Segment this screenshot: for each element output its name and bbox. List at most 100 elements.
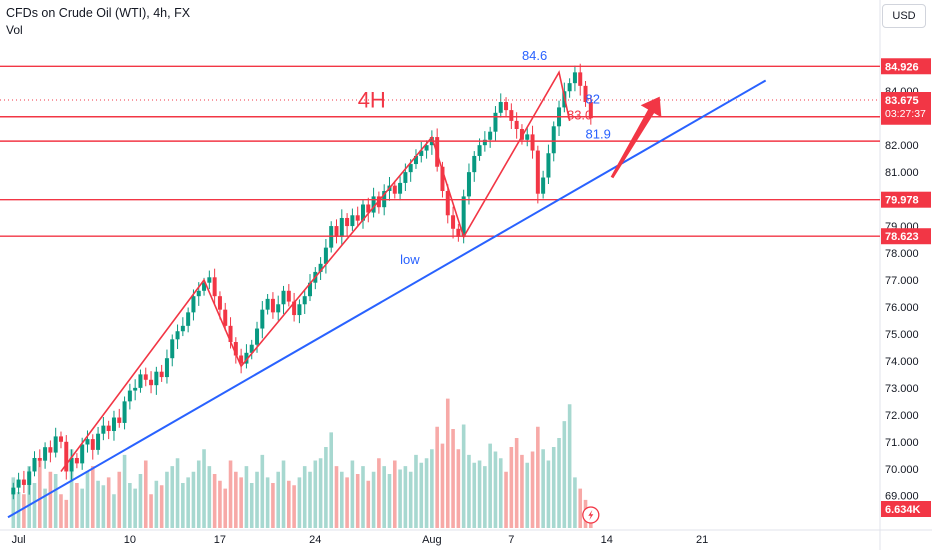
candle-body xyxy=(58,436,63,442)
chart-annotation[interactable]: 84.6 xyxy=(522,48,547,63)
candle-body xyxy=(276,304,281,313)
y-tick-label: 77.000 xyxy=(885,275,919,287)
volume-bar xyxy=(551,447,556,528)
candle-body xyxy=(228,325,233,343)
volume-bar xyxy=(377,458,381,528)
candle-body xyxy=(360,204,365,221)
volume-bar xyxy=(244,466,249,528)
trend-line[interactable] xyxy=(7,79,767,519)
candle-body xyxy=(318,263,323,272)
volume-bar xyxy=(37,460,42,528)
forecast-arrow[interactable] xyxy=(610,96,662,179)
candle-body xyxy=(392,185,397,194)
volume-bar xyxy=(536,426,540,528)
candle-body xyxy=(43,447,48,461)
y-tick-label: 71.000 xyxy=(885,437,919,449)
chart-annotation[interactable]: 83.0 xyxy=(567,108,592,123)
candle-body xyxy=(191,296,196,313)
price-tag-text: 84.926 xyxy=(885,61,919,73)
chart-annotation[interactable]: 4H xyxy=(358,87,386,112)
volume-bar xyxy=(212,474,217,528)
candle-body xyxy=(334,226,339,237)
candle-body xyxy=(101,425,106,434)
volume-bar xyxy=(440,443,445,528)
volume-bar xyxy=(27,466,31,528)
y-tick-label: 74.000 xyxy=(885,356,919,368)
volume-bar xyxy=(106,477,111,528)
volume-bar xyxy=(181,483,185,528)
candle-body xyxy=(578,72,583,86)
volume-bar xyxy=(339,471,344,528)
volume-bar xyxy=(504,471,508,528)
volume-bar xyxy=(302,466,307,528)
volume-bar xyxy=(297,477,302,528)
candle-body xyxy=(488,131,493,140)
y-tick-label: 73.000 xyxy=(885,383,919,395)
volume-bar xyxy=(355,474,360,528)
candle-body xyxy=(451,215,456,229)
candle-body xyxy=(223,309,228,326)
candle-body xyxy=(419,150,424,156)
currency-button[interactable]: USD xyxy=(882,4,926,28)
candle-body xyxy=(466,172,471,197)
candle-body xyxy=(588,102,593,119)
candle-body xyxy=(96,433,101,450)
price-level-label: 84.926 xyxy=(881,58,931,75)
volume-bar xyxy=(202,449,206,528)
chart-annotation[interactable]: 81.9 xyxy=(586,126,611,141)
candle-body xyxy=(133,387,138,391)
volume-bar xyxy=(419,462,424,528)
x-tick-label: 7 xyxy=(508,534,514,546)
y-tick-label: 82.000 xyxy=(885,140,919,152)
candle-body xyxy=(541,177,546,194)
volume-bar xyxy=(85,471,90,528)
volume-bar xyxy=(329,432,334,528)
price-tag-bg xyxy=(881,191,931,208)
volume-bar xyxy=(80,488,84,528)
price-tag-bg xyxy=(881,58,931,75)
price-tag-bg xyxy=(881,501,931,517)
candle-body xyxy=(567,83,572,92)
volume-bar xyxy=(387,474,392,528)
volume-bar xyxy=(59,494,63,528)
volume-bar xyxy=(430,449,434,528)
volume-bar xyxy=(16,492,21,528)
volume-bar xyxy=(143,460,148,528)
chart-annotation[interactable]: 82 xyxy=(586,91,600,106)
candle-body xyxy=(535,150,540,194)
volume-indicator-label[interactable]: Vol xyxy=(6,23,23,37)
x-tick-label: 21 xyxy=(696,534,708,546)
zigzag-pattern[interactable] xyxy=(60,70,571,472)
volume-bar xyxy=(520,454,524,528)
x-tick-label: 17 xyxy=(214,534,226,546)
candle-body xyxy=(270,298,275,313)
candle-body xyxy=(122,401,127,423)
candle-body xyxy=(154,371,159,386)
volume-bar xyxy=(48,471,53,528)
candle-body xyxy=(127,390,132,402)
candle-body xyxy=(445,191,450,216)
candle-body xyxy=(85,439,90,445)
candle-body xyxy=(11,487,16,495)
volume-bar xyxy=(22,494,26,528)
candle-body xyxy=(413,155,418,165)
candle-body xyxy=(265,298,270,310)
candle-body xyxy=(482,139,487,146)
y-tick-label: 76.000 xyxy=(885,302,919,314)
y-tick-label: 81.000 xyxy=(885,167,919,179)
volume-value-label: 6.634K xyxy=(881,501,931,517)
volume-bar xyxy=(223,488,228,528)
candle-body xyxy=(186,312,191,326)
volume-bar xyxy=(530,451,535,528)
candle-body xyxy=(308,282,313,297)
candle-body xyxy=(149,379,154,386)
volume-bar xyxy=(133,488,137,528)
lightning-icon[interactable] xyxy=(582,506,600,524)
volume-bar xyxy=(472,462,477,528)
chart-annotation[interactable]: low xyxy=(400,252,420,267)
volume-bar xyxy=(170,466,175,528)
x-tick-label: Jul xyxy=(12,534,26,546)
volume-bar xyxy=(445,398,450,528)
candle-body xyxy=(249,344,254,353)
